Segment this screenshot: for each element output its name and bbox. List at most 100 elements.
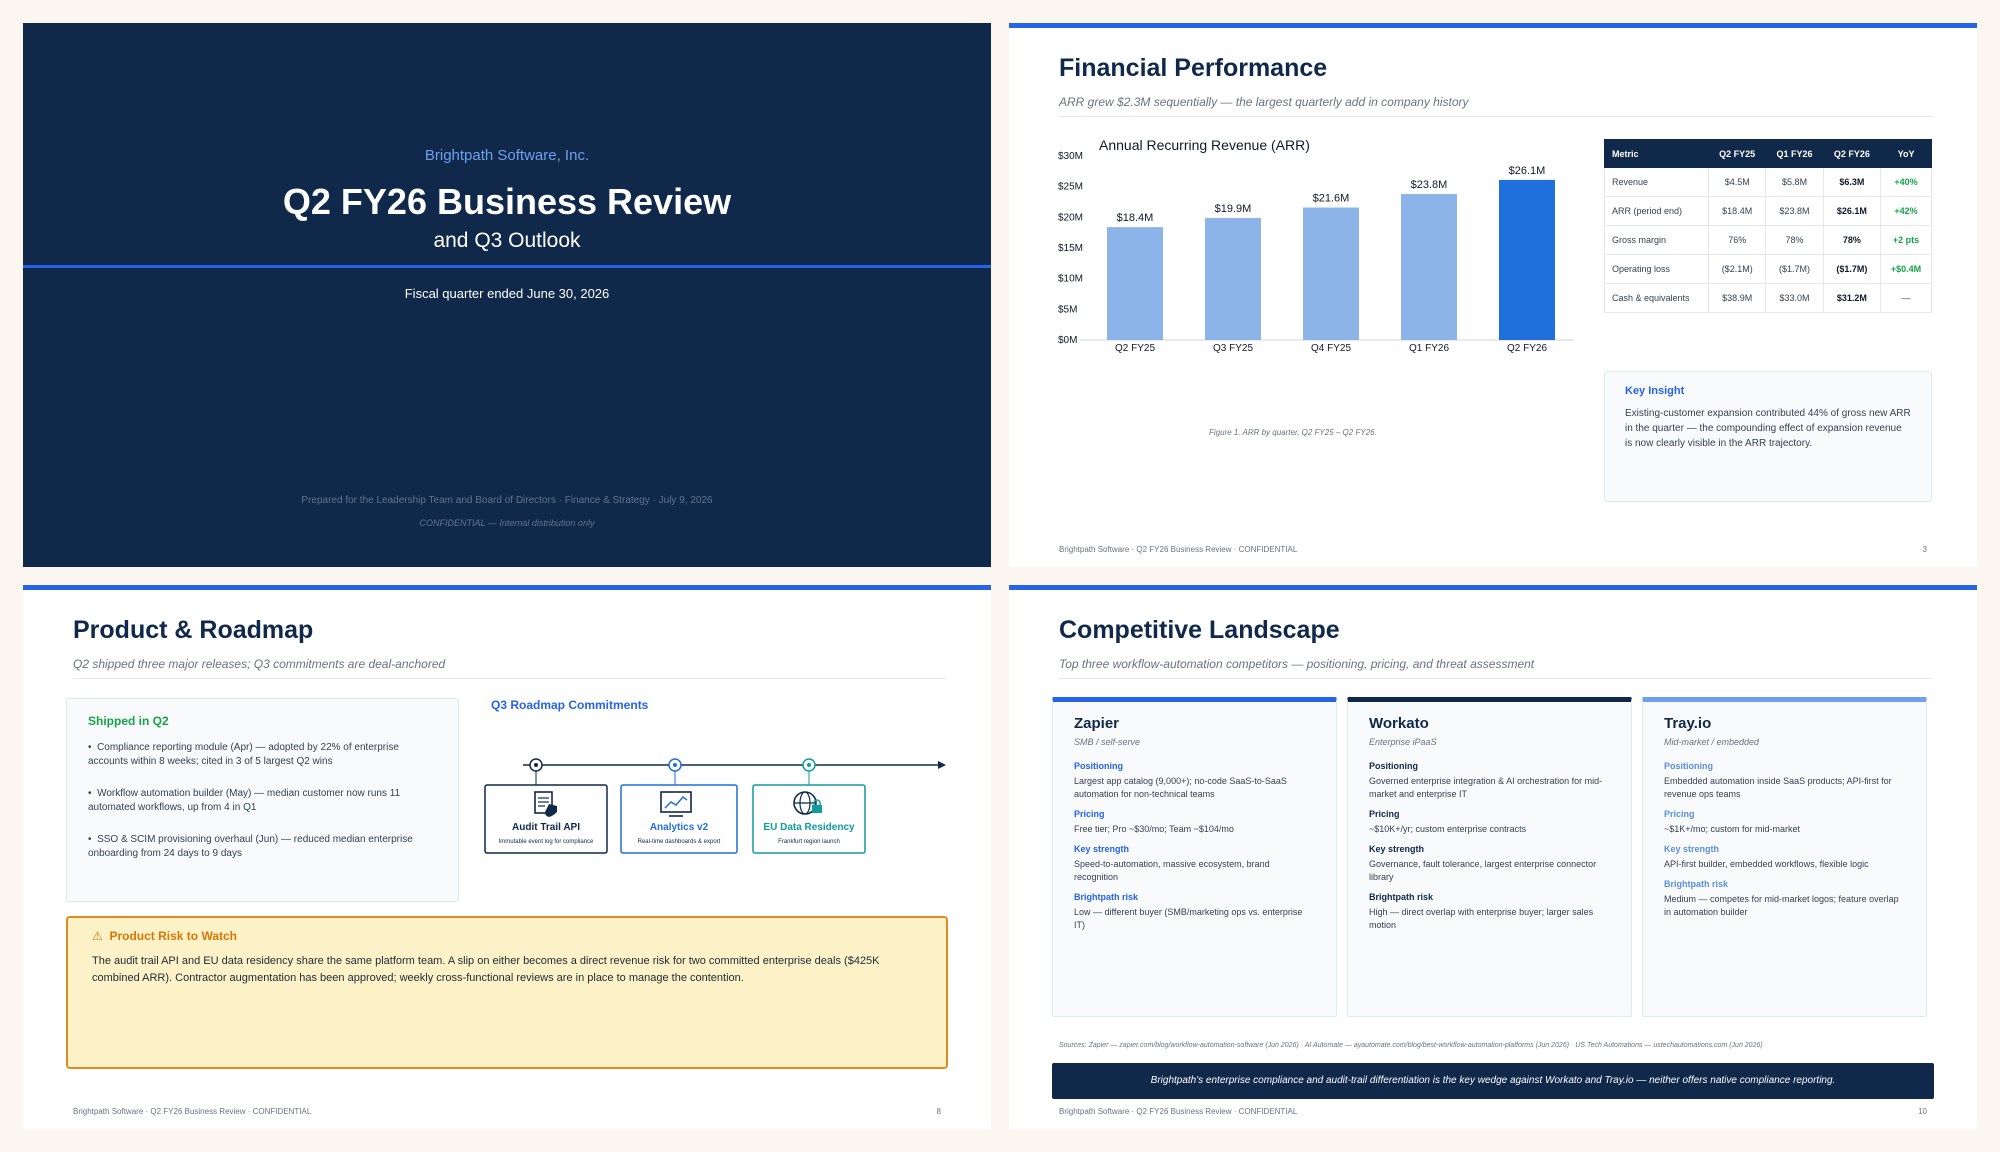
slide-subheading: Top three workflow-automation competitor… (1059, 657, 1535, 671)
roadmap-milestone: EU Data Residency Frankfurt region launc… (752, 758, 866, 854)
table-cell: Revenue (1603, 167, 1710, 197)
table-cell: $6.3M (1822, 167, 1882, 197)
risk-value: Low — different buyer (SMB/marketing ops… (1074, 907, 1303, 930)
table-cell: +$0.4M (1880, 254, 1932, 284)
bar (1303, 207, 1359, 340)
table-header-cell: YoY (1880, 139, 1932, 168)
bar (1499, 179, 1555, 340)
positioning-label: Positioning (1664, 761, 1713, 771)
deck-subtitle: and Q3 Outlook (433, 229, 581, 252)
pricing-value: ~$1K+/mo; custom for mid-market (1664, 824, 1801, 834)
strength-value: Speed-to-automation, massive ecosystem, … (1074, 859, 1270, 882)
table-row: Cash & equivalents $38.9M $33.0M $31.2M — (1603, 283, 1932, 313)
prepared-for: Prepared for the Leadership Team and Boa… (301, 495, 713, 506)
roadmap-item-name: Audit Trail API (512, 822, 580, 833)
deck-title: Q2 FY26 Business Review (282, 181, 732, 222)
pricing-label: Pricing (1664, 809, 1695, 819)
table-cell: +2 pts (1880, 225, 1932, 255)
strength-label: Key strength (1664, 844, 1720, 854)
table-cell: 78% (1822, 225, 1882, 255)
roadmap-title: Q3 Roadmap Commitments (491, 698, 649, 712)
bar (1205, 217, 1261, 340)
table-header-cell: Metric (1603, 139, 1710, 168)
competitor-segment: Enterprise iPaaS (1369, 737, 1437, 747)
insight-title: Key Insight (1625, 385, 1685, 397)
slide-subheading: ARR grew $2.3M sequentially — the larges… (1059, 95, 1469, 109)
slide-competitive-landscape[interactable]: Competitive Landscape Top three workflow… (1009, 585, 1977, 1129)
table-cell: $4.5M (1708, 167, 1767, 197)
x-tick-label: Q4 FY25 (1311, 343, 1351, 354)
y-tick-label: $25M (1058, 182, 1083, 193)
shipped-item: • SSO & SCIM provisioning overhaul (Jun)… (88, 834, 413, 859)
takeaway-banner: Brightpath's enterprise compliance and a… (1052, 1063, 1934, 1099)
table-cell: Cash & equivalents (1603, 283, 1710, 313)
financial-metrics-table: Metric Q2 FY25 Q1 FY26 Q2 FY26 YoY Revenue $4… (1603, 139, 1932, 313)
positioning-value: Embedded automation inside SaaS products… (1664, 776, 1892, 799)
risk-title: Product Risk to Watch (109, 929, 238, 943)
table-cell: ($1.7M) (1822, 254, 1882, 284)
key-insight-card: Key Insight Existing-customer expansion … (1604, 371, 1932, 502)
bar (1401, 194, 1457, 340)
fiscal-quarter: Fiscal quarter ended June 30, 2026 (404, 286, 610, 301)
slide-footer: Brightpath Software · Q2 FY26 Business R… (73, 1107, 312, 1116)
pricing-label: Pricing (1074, 809, 1105, 819)
slide-heading: Competitive Landscape (1059, 616, 1340, 644)
competitor-name: Zapier (1074, 715, 1120, 732)
competitor-card-zapier: Zapier SMB / self-serve Positioning Larg… (1052, 697, 1337, 1017)
slide-product-roadmap[interactable]: Product & Roadmap Q2 shipped three major… (23, 585, 991, 1129)
bar-data-label: $18.4M (1117, 212, 1154, 224)
slide-footer: Brightpath Software · Q2 FY26 Business R… (1059, 545, 1298, 554)
table-cell: +40% (1880, 167, 1932, 197)
table-cell: $23.8M (1765, 196, 1824, 226)
slide-heading: Financial Performance (1059, 54, 1328, 82)
competitor-card-trayio: Tray.io Mid-market / embedded Positionin… (1642, 697, 1927, 1017)
x-tick-label: Q2 FY26 (1507, 343, 1547, 354)
y-tick-label: $15M (1058, 243, 1083, 254)
document-lock-icon (534, 791, 557, 817)
bar-data-label: $26.1M (1509, 165, 1546, 177)
table-cell: — (1880, 283, 1932, 313)
competitor-name: Workato (1369, 715, 1429, 732)
table-row: Operating loss ($2.1M) ($1.7M) ($1.7M) +$0.4… (1603, 254, 1932, 284)
y-tick-label: $30M (1058, 151, 1083, 162)
positioning-value: Governed enterprise integration & AI orc… (1369, 776, 1603, 799)
roadmap-milestone: Audit Trail API Immutable event log for … (484, 758, 608, 854)
arr-bar-chart: Annual Recurring Revenue (ARR) $0M $5M $10M… (1058, 140, 1574, 354)
page-number: 10 (1918, 1107, 1927, 1116)
table-cell: $5.8M (1765, 167, 1824, 197)
table-cell: $38.9M (1708, 283, 1767, 313)
bar (1107, 227, 1163, 340)
pricing-label: Pricing (1369, 809, 1400, 819)
roadmap-item-desc: Frankfurt region launch (778, 839, 840, 845)
positioning-label: Positioning (1369, 761, 1418, 771)
pricing-value: ~$10K+/yr; custom enterprise contracts (1369, 824, 1527, 834)
slide-subheading: Q2 shipped three major releases; Q3 comm… (73, 657, 446, 671)
positioning-value: Largest app catalog (9,000+); no-code Sa… (1074, 776, 1287, 799)
table-cell: $26.1M (1822, 196, 1882, 226)
shipped-item: • Compliance reporting module (Apr) — ad… (88, 742, 399, 767)
strength-label: Key strength (1369, 844, 1425, 854)
bar-data-label: $19.9M (1215, 203, 1252, 215)
risk-label: Brightpath risk (1664, 879, 1729, 889)
heading-divider (73, 678, 946, 679)
slide-title[interactable]: Brightpath Software, Inc. Q2 FY26 Busine… (23, 23, 991, 567)
heading-divider (1059, 678, 1932, 679)
strength-value: Governance, fault tolerance, largest ent… (1369, 859, 1597, 882)
page-number: 8 (936, 1107, 941, 1116)
chart-monitor-icon (660, 791, 692, 817)
bar-data-label: $21.6M (1313, 193, 1350, 205)
risk-label: Brightpath risk (1074, 892, 1139, 902)
table-cell: $18.4M (1708, 196, 1767, 226)
roadmap-milestone: Analytics v2 Real-time dashboards & expo… (620, 758, 738, 854)
table-cell: Operating loss (1603, 254, 1710, 284)
table-row: ARR (period end) $18.4M $23.8M $26.1M +42% (1603, 196, 1932, 226)
warning-icon: ⚠ (92, 929, 103, 943)
slide-financial-performance[interactable]: Financial Performance ARR grew $2.3M seq… (1009, 23, 1977, 567)
slide-footer: Brightpath Software · Q2 FY26 Business R… (1059, 1107, 1298, 1116)
table-cell: +42% (1880, 196, 1932, 226)
competitor-name: Tray.io (1664, 715, 1712, 732)
y-tick-label: $10M (1058, 274, 1083, 285)
shipped-item: • Workflow automation builder (May) — me… (88, 788, 401, 813)
figure-caption: Figure 1. ARR by quarter, Q2 FY25 – Q2 F… (1209, 428, 1377, 437)
x-tick-label: Q2 FY25 (1115, 343, 1155, 354)
